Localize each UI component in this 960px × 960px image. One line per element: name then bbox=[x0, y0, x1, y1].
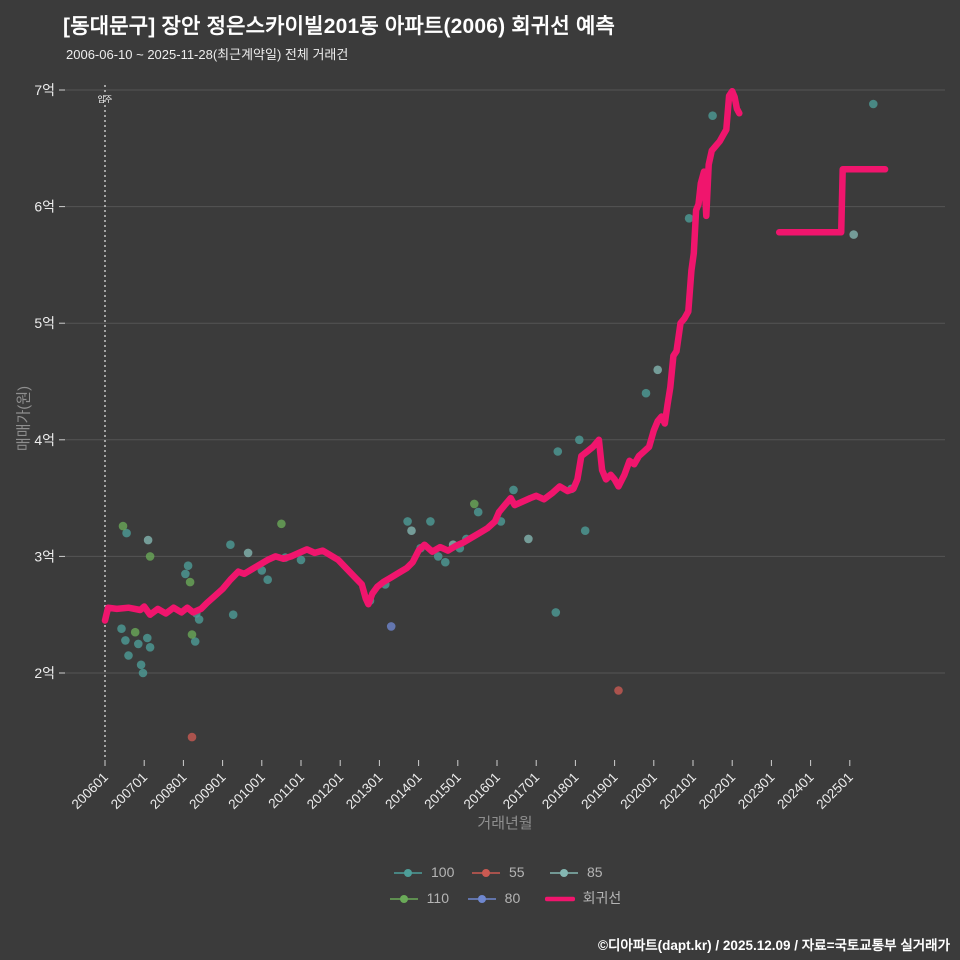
svg-text:201901: 201901 bbox=[578, 770, 620, 812]
x-axis-title: 거래년월 bbox=[477, 815, 533, 832]
legend-item-regression[interactable]: 회귀선 bbox=[544, 888, 622, 908]
legend-marker-110-icon bbox=[389, 892, 419, 904]
svg-text:202301: 202301 bbox=[735, 770, 777, 812]
svg-text:201001: 201001 bbox=[225, 770, 267, 812]
legend-row-1: 100 55 85 bbox=[393, 864, 617, 880]
legend-marker-85-icon bbox=[549, 866, 579, 878]
svg-text:입주: 입주 bbox=[98, 95, 113, 104]
svg-text:201801: 201801 bbox=[539, 770, 581, 812]
svg-text:201201: 201201 bbox=[304, 770, 346, 812]
legend-label-80: 80 bbox=[504, 890, 521, 906]
legend-marker-100-icon bbox=[393, 866, 423, 878]
svg-text:202001: 202001 bbox=[617, 770, 659, 812]
legend-marker-regression-icon bbox=[544, 892, 575, 904]
legend-item-100[interactable]: 100 bbox=[393, 864, 461, 880]
svg-text:201301: 201301 bbox=[343, 770, 385, 812]
svg-text:3억: 3억 bbox=[34, 548, 55, 564]
legend-item-85[interactable]: 85 bbox=[549, 864, 617, 880]
page-subtitle: 2006-06-10 ~ 2025-11-28(최근계약일) 전체 거래건 bbox=[66, 47, 349, 62]
svg-text:201501: 201501 bbox=[421, 770, 463, 812]
legend-marker-55-icon bbox=[471, 866, 501, 878]
svg-text:201701: 201701 bbox=[500, 770, 542, 812]
legend-row-2: 110 80 회귀선 bbox=[389, 888, 622, 908]
svg-text:5억: 5억 bbox=[34, 315, 55, 331]
svg-text:200901: 200901 bbox=[186, 770, 228, 812]
svg-text:202201: 202201 bbox=[696, 770, 738, 812]
page-title: [동대문구] 장안 정은스카이빌201동 아파트(2006) 회귀선 예측 bbox=[63, 15, 616, 38]
svg-text:200701: 200701 bbox=[108, 770, 150, 812]
svg-text:7억: 7억 bbox=[34, 82, 55, 98]
chart-legend: 100 55 85 110 80 회귀선 bbox=[65, 864, 945, 908]
svg-text:4억: 4억 bbox=[34, 432, 55, 448]
legend-marker-80-icon bbox=[467, 892, 497, 904]
legend-item-80[interactable]: 80 bbox=[467, 888, 535, 908]
y-axis-title: 매매가(원) bbox=[15, 385, 33, 452]
legend-label-85: 85 bbox=[587, 864, 603, 880]
legend-label-55: 55 bbox=[509, 864, 525, 880]
legend-label-110: 110 bbox=[426, 890, 449, 906]
legend-item-55[interactable]: 55 bbox=[471, 864, 539, 880]
price-chart: 7억 6억 5억 4억 3억 2억 2006012007012008012009012010… bbox=[34, 82, 945, 812]
svg-text:201601: 201601 bbox=[461, 770, 503, 812]
svg-text:202101: 202101 bbox=[657, 770, 699, 812]
legend-item-110[interactable]: 110 bbox=[389, 888, 457, 908]
svg-text:2억: 2억 bbox=[34, 665, 55, 681]
svg-text:200601: 200601 bbox=[69, 770, 111, 812]
svg-text:202401: 202401 bbox=[774, 770, 816, 812]
svg-text:201101: 201101 bbox=[265, 770, 307, 812]
legend-label-regression: 회귀선 bbox=[582, 890, 622, 906]
source-credit: ©디아파트(dapt.kr) / 2025.12.09 / 자료=국토교통부 실… bbox=[598, 938, 950, 953]
svg-text:201401: 201401 bbox=[382, 770, 424, 812]
legend-label-100: 100 bbox=[431, 864, 455, 880]
svg-text:202501: 202501 bbox=[813, 770, 855, 812]
svg-text:200801: 200801 bbox=[147, 770, 189, 812]
svg-text:6억: 6억 bbox=[34, 199, 55, 215]
